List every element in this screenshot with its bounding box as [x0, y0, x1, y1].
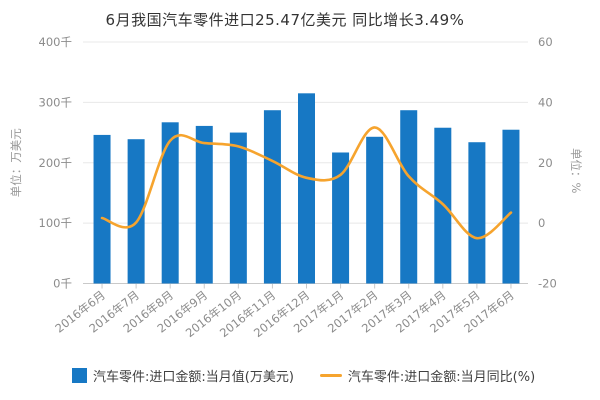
bar-2017年2月[interactable] — [366, 136, 384, 284]
y-axis-tick-label-left: 400千 — [39, 35, 72, 49]
legend-item-line-series[interactable]: 汽车零件:进口金额:当月同比(%) — [319, 366, 536, 385]
y-axis-tick-label-left: 200千 — [39, 156, 72, 170]
bar-2016年9月[interactable] — [195, 125, 213, 284]
legend-label-line-series: 汽车零件:进口金额:当月同比(%) — [347, 370, 536, 385]
y-axis-tick-label-right: 60 — [538, 35, 553, 49]
right-axis-name: 单位：% — [569, 148, 583, 193]
line-series-swatch — [319, 374, 342, 377]
bar-2016年6月[interactable] — [93, 134, 111, 284]
bar-2017年1月[interactable] — [332, 152, 350, 284]
bar-series-swatch — [72, 368, 87, 383]
bar-2016年8月[interactable] — [161, 122, 179, 284]
legend-item-bar-series[interactable]: 汽车零件:进口金额:当月值(万美元) — [72, 366, 294, 385]
y-axis-tick-label-left: 300千 — [39, 95, 72, 109]
y-axis-tick-label-left: 0千 — [53, 277, 72, 291]
bar-2017年3月[interactable] — [400, 110, 418, 284]
trend-line[interactable] — [100, 126, 513, 240]
y-axis-tick-label-right: 0 — [538, 216, 545, 230]
y-axis-tick-label-right: 40 — [538, 95, 553, 109]
chart-title: 6月我国汽车零件进口25.47亿美元 同比增长3.49% — [105, 11, 465, 29]
y-axis-tick-label-right: 20 — [538, 156, 553, 170]
y-axis-tick-label-right: -20 — [538, 277, 557, 291]
legend-label-bar-series: 汽车零件:进口金额:当月值(万美元) — [93, 370, 294, 385]
bar-2017年6月[interactable] — [502, 129, 520, 284]
y-axis-tick-label-left: 100千 — [39, 216, 72, 230]
left-axis-name: 单位：万美元 — [9, 128, 23, 197]
bar-2016年12月[interactable] — [298, 93, 315, 284]
bar-2016年7月[interactable] — [127, 139, 145, 284]
bar-2016年10月[interactable] — [229, 132, 247, 284]
bar-2017年5月[interactable] — [468, 142, 486, 284]
legend: 汽车零件:进口金额:当月值(万美元) 汽车零件:进口金额:当月同比(%) — [72, 366, 600, 385]
bar-2016年11月[interactable] — [263, 110, 281, 284]
